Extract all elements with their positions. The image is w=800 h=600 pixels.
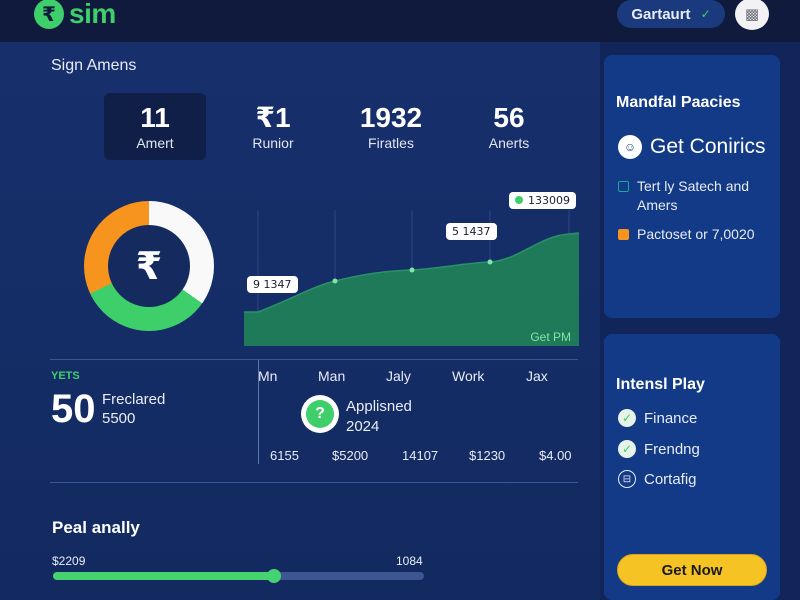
stat-card-anerts[interactable]: 56 Anerts (458, 93, 560, 160)
config-icon: ⊟ (618, 470, 636, 488)
chart-tooltip: 9 1347 (247, 276, 298, 293)
month-label: Man (318, 368, 346, 384)
summary-tag: YETS (51, 370, 80, 382)
chart-tooltip-value: 133009 (528, 194, 570, 207)
question-icon: ? (306, 400, 334, 428)
summary-side-value: 5500 (102, 410, 136, 427)
check-icon: ✓ (618, 409, 636, 427)
applied-label: Applisned (346, 398, 412, 415)
month-label: Jaly (386, 368, 411, 384)
avatar[interactable]: ▩ (735, 0, 769, 30)
section-title: Sign Amens (51, 57, 137, 74)
feature-label: Frendng (644, 440, 700, 458)
donut-chart: ₹ (84, 201, 214, 331)
legend-swatch-icon (618, 229, 629, 240)
month-label: Jax (526, 368, 548, 384)
get-now-button[interactable]: Get Now (617, 554, 767, 586)
amount-value: 14107 (402, 448, 439, 463)
stat-label: Amert (136, 134, 174, 151)
amount-value: $4.00 (539, 448, 572, 463)
stat-card-runior[interactable]: ₹1 Runior (222, 93, 324, 160)
stat-card-amert[interactable]: 11 Amert (104, 93, 206, 160)
applied-year: 2024 (346, 418, 380, 435)
stats-row: 11 Amert ₹1 Runior 1932 Firatles 56 Aner… (104, 93, 560, 160)
stat-label: Runior (252, 134, 294, 151)
month-label: Mn (258, 368, 278, 384)
stat-value: 1932 (359, 101, 423, 133)
amount-value: $5200 (332, 448, 369, 463)
summary-side-label: Freclared (102, 391, 166, 408)
card-title: Intensl Play (616, 376, 705, 393)
summary-big-value: 50 (51, 387, 96, 431)
rupee-logo-icon: ₹ (34, 0, 64, 29)
sidebar-card-policies: Mandfal Paacies ☺ Get Conirics Tert ly S… (604, 55, 780, 318)
stat-value: 56 (493, 101, 525, 133)
legend-item: Tert ly Satech and Amers (618, 177, 780, 215)
slider-fill (53, 572, 274, 580)
check-icon: ✓ (618, 440, 636, 458)
get-conirics-label: Get Conirics (650, 135, 766, 158)
slider-thumb[interactable] (267, 569, 281, 583)
rupee-icon: ₹ (108, 225, 190, 307)
stat-card-firatles[interactable]: 1932 Firatles (340, 93, 442, 160)
top-bar: ₹ sim Gartaurt ✓ ▩ (0, 0, 800, 42)
amount-value: 6155 (270, 448, 299, 463)
legend-dot-icon (515, 196, 523, 204)
user-icon: ☺ (618, 135, 642, 159)
logo[interactable]: ₹ sim (34, 0, 116, 30)
card-title: Mandfal Paacies (616, 94, 741, 111)
user-menu-button[interactable]: Gartaurt ✓ (617, 0, 725, 28)
sidebar-card-play: Intensl Play ✓ Finance ✓ Frendng ⊟ Corta… (604, 334, 780, 600)
divider (50, 359, 578, 360)
legend-swatch-icon (618, 181, 629, 192)
applied-icon[interactable]: ? (301, 395, 339, 433)
feature-frendng[interactable]: ✓ Frendng (618, 440, 700, 458)
stat-value: 11 (140, 101, 170, 133)
amount-value: $1230 (469, 448, 506, 463)
user-menu-label: Gartaurt (631, 5, 691, 23)
chevron-down-icon: ✓ (700, 7, 711, 21)
bag-icon: ▩ (744, 6, 760, 23)
divider (50, 482, 578, 483)
peal-title: Peal anally (52, 518, 140, 537)
peal-slider[interactable] (53, 569, 424, 583)
chart-tooltip: 5 1437 (446, 223, 497, 240)
get-conirics-link[interactable]: ☺ Get Conirics (618, 135, 766, 159)
feature-cortafig[interactable]: ⊟ Cortafig (618, 470, 697, 488)
logo-text: sim (69, 0, 116, 29)
legend-label: Tert ly Satech and Amers (637, 178, 750, 213)
area-chart-plot (244, 210, 579, 346)
feature-label: Finance (644, 409, 698, 427)
feature-finance[interactable]: ✓ Finance (618, 409, 697, 427)
legend-item: Pactoset or 7,0020 (618, 225, 755, 244)
slider-min-label: $2209 (52, 554, 86, 568)
chart-tooltip-highlight: 133009 (509, 192, 576, 209)
chart-corner-label: Get PM (530, 330, 571, 344)
summary-side: Freclared 5500 (102, 390, 165, 428)
stat-label: Firatles (368, 134, 414, 151)
feature-label: Cortafig (644, 470, 697, 488)
month-label: Work (452, 368, 485, 384)
slider-max-label: 1084 (396, 554, 423, 568)
area-chart: 9 1347 5 1437 133009 Get PM (244, 192, 579, 348)
axis-line (258, 360, 259, 464)
stat-label: Anerts (488, 134, 530, 151)
applied-status: Applisned 2024 (346, 397, 412, 437)
stat-value: ₹1 (255, 101, 291, 133)
legend-label: Pactoset or 7,0020 (637, 226, 755, 242)
